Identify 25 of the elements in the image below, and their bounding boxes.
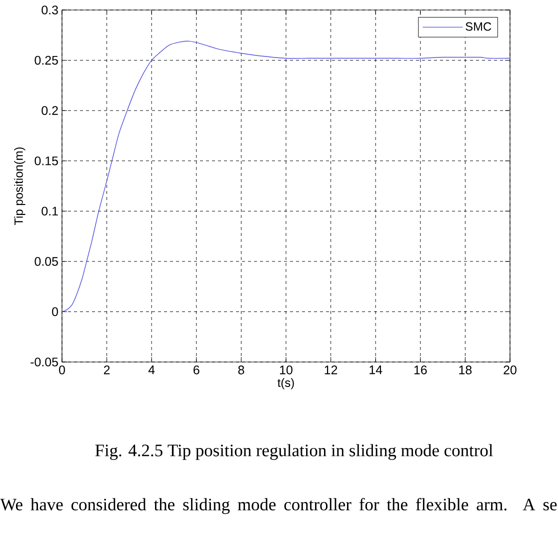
x-tick-label: 8 <box>238 366 244 374</box>
y-tick-label: 0.15 <box>34 156 58 166</box>
x-tick-label: 12 <box>324 366 338 374</box>
x-tick-label: 18 <box>459 366 472 374</box>
x-axis-title: t(s) <box>278 378 294 390</box>
text: We have considered the sliding mode controller for the flexible arm. A se <box>0 498 557 514</box>
line-series <box>62 40 510 312</box>
y-axis-title: Tip position(m) <box>14 147 26 226</box>
x-tick-label: 20 <box>504 366 516 374</box>
x-tick-label: 16 <box>414 366 427 374</box>
x-tick-label: 14 <box>370 366 382 374</box>
y-tick-label: 0.25 <box>34 56 58 65</box>
y-tick-label: -0.05 <box>30 358 58 366</box>
y-tick-label: 0.1 <box>42 206 58 216</box>
x-tick-label: 6 <box>194 366 200 374</box>
y-tick-label: 0.3 <box>42 6 58 14</box>
y-tick-label: 0.05 <box>34 257 58 266</box>
legend-label: SMC <box>466 22 492 31</box>
x-tick-label: 4 <box>148 366 155 374</box>
y-tick-label: 0 <box>52 307 58 316</box>
x-tick-label: 10 <box>280 366 292 374</box>
caption: Fig. 4.2.5 Tip position regulation in sliding mode control <box>95 444 493 460</box>
y-tick-label: 0.2 <box>42 106 58 115</box>
x-tick-label: 2 <box>104 366 110 374</box>
x-tick-label: 0 <box>59 366 65 374</box>
